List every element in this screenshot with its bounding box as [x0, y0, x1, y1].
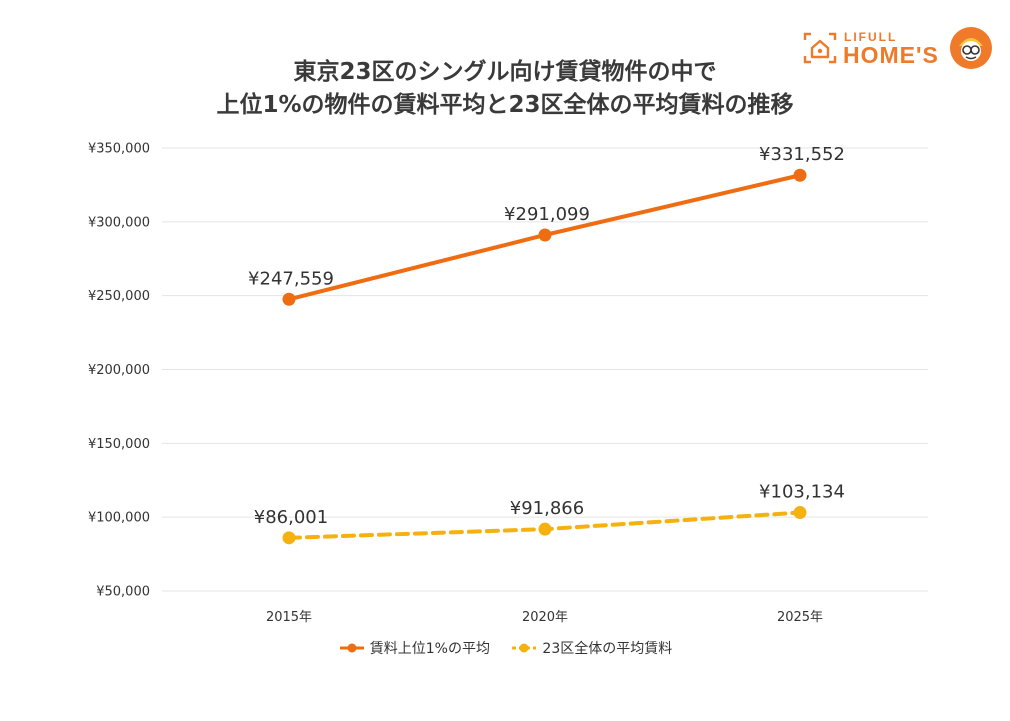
x-axis: 2015年 2020年 2025年	[266, 610, 823, 625]
y-tick-label: ¥50,000	[96, 585, 150, 600]
data-point	[793, 168, 807, 182]
y-tick-label: ¥100,000	[88, 511, 150, 526]
house-logo-icon	[803, 32, 837, 64]
legend: 賃料上位1%の平均 23区全体の平均賃料	[0, 638, 1010, 658]
y-axis: ¥50,000 ¥100,000 ¥150,000 ¥200,000 ¥250,000 ¥…	[88, 142, 150, 600]
x-tick-label: 2015年	[266, 610, 312, 625]
legend-item-top1: 賃料上位1%の平均	[338, 638, 490, 658]
series-layer	[282, 168, 807, 545]
data-point	[282, 531, 296, 545]
chart-title-line-1: 東京23区のシングル向け賃貸物件の中で	[293, 59, 717, 85]
x-tick-label: 2020年	[522, 610, 568, 625]
legend-label-all: 23区全体の平均賃料	[542, 641, 673, 657]
legend-line-solid-icon	[339, 643, 364, 653]
data-point	[282, 292, 296, 306]
y-tick-label: ¥350,000	[88, 142, 150, 157]
data-point	[538, 522, 552, 536]
mascot-icon	[950, 27, 992, 69]
logo-text-lifull: LIFULL	[844, 30, 898, 44]
legend-label-top1: 賃料上位1%の平均	[369, 641, 490, 657]
legend-item-all: 23区全体の平均賃料	[510, 638, 672, 658]
data-label: ¥91,866	[510, 498, 584, 519]
x-tick-label: 2025年	[777, 610, 823, 625]
data-label: ¥86,001	[254, 507, 328, 528]
data-label: ¥291,099	[504, 204, 590, 225]
data-label: ¥331,552	[759, 144, 845, 165]
y-tick-label: ¥300,000	[88, 215, 150, 230]
y-tick-label: ¥250,000	[88, 289, 150, 304]
data-point	[538, 228, 552, 242]
lifull-homes-logo: LIFULL HOME'S	[803, 27, 993, 72]
data-labels: ¥247,559 ¥291,099 ¥331,552 ¥86,001 ¥91,866 ¥1…	[248, 144, 845, 528]
logo-text-homes: HOME'S	[843, 42, 939, 68]
y-tick-label: ¥150,000	[88, 437, 150, 452]
chart-title: 東京23区のシングル向け賃貸物件の中で 上位1%の物件の賃料平均と23区全体の平…	[0, 56, 1010, 122]
chart-title-line-2: 上位1%の物件の賃料平均と23区全体の平均賃料の推移	[216, 92, 794, 118]
y-tick-label: ¥200,000	[88, 363, 150, 378]
data-point	[793, 506, 807, 520]
data-label: ¥247,559	[248, 268, 334, 289]
data-label: ¥103,134	[759, 482, 845, 503]
legend-line-dashed-icon	[512, 643, 537, 653]
